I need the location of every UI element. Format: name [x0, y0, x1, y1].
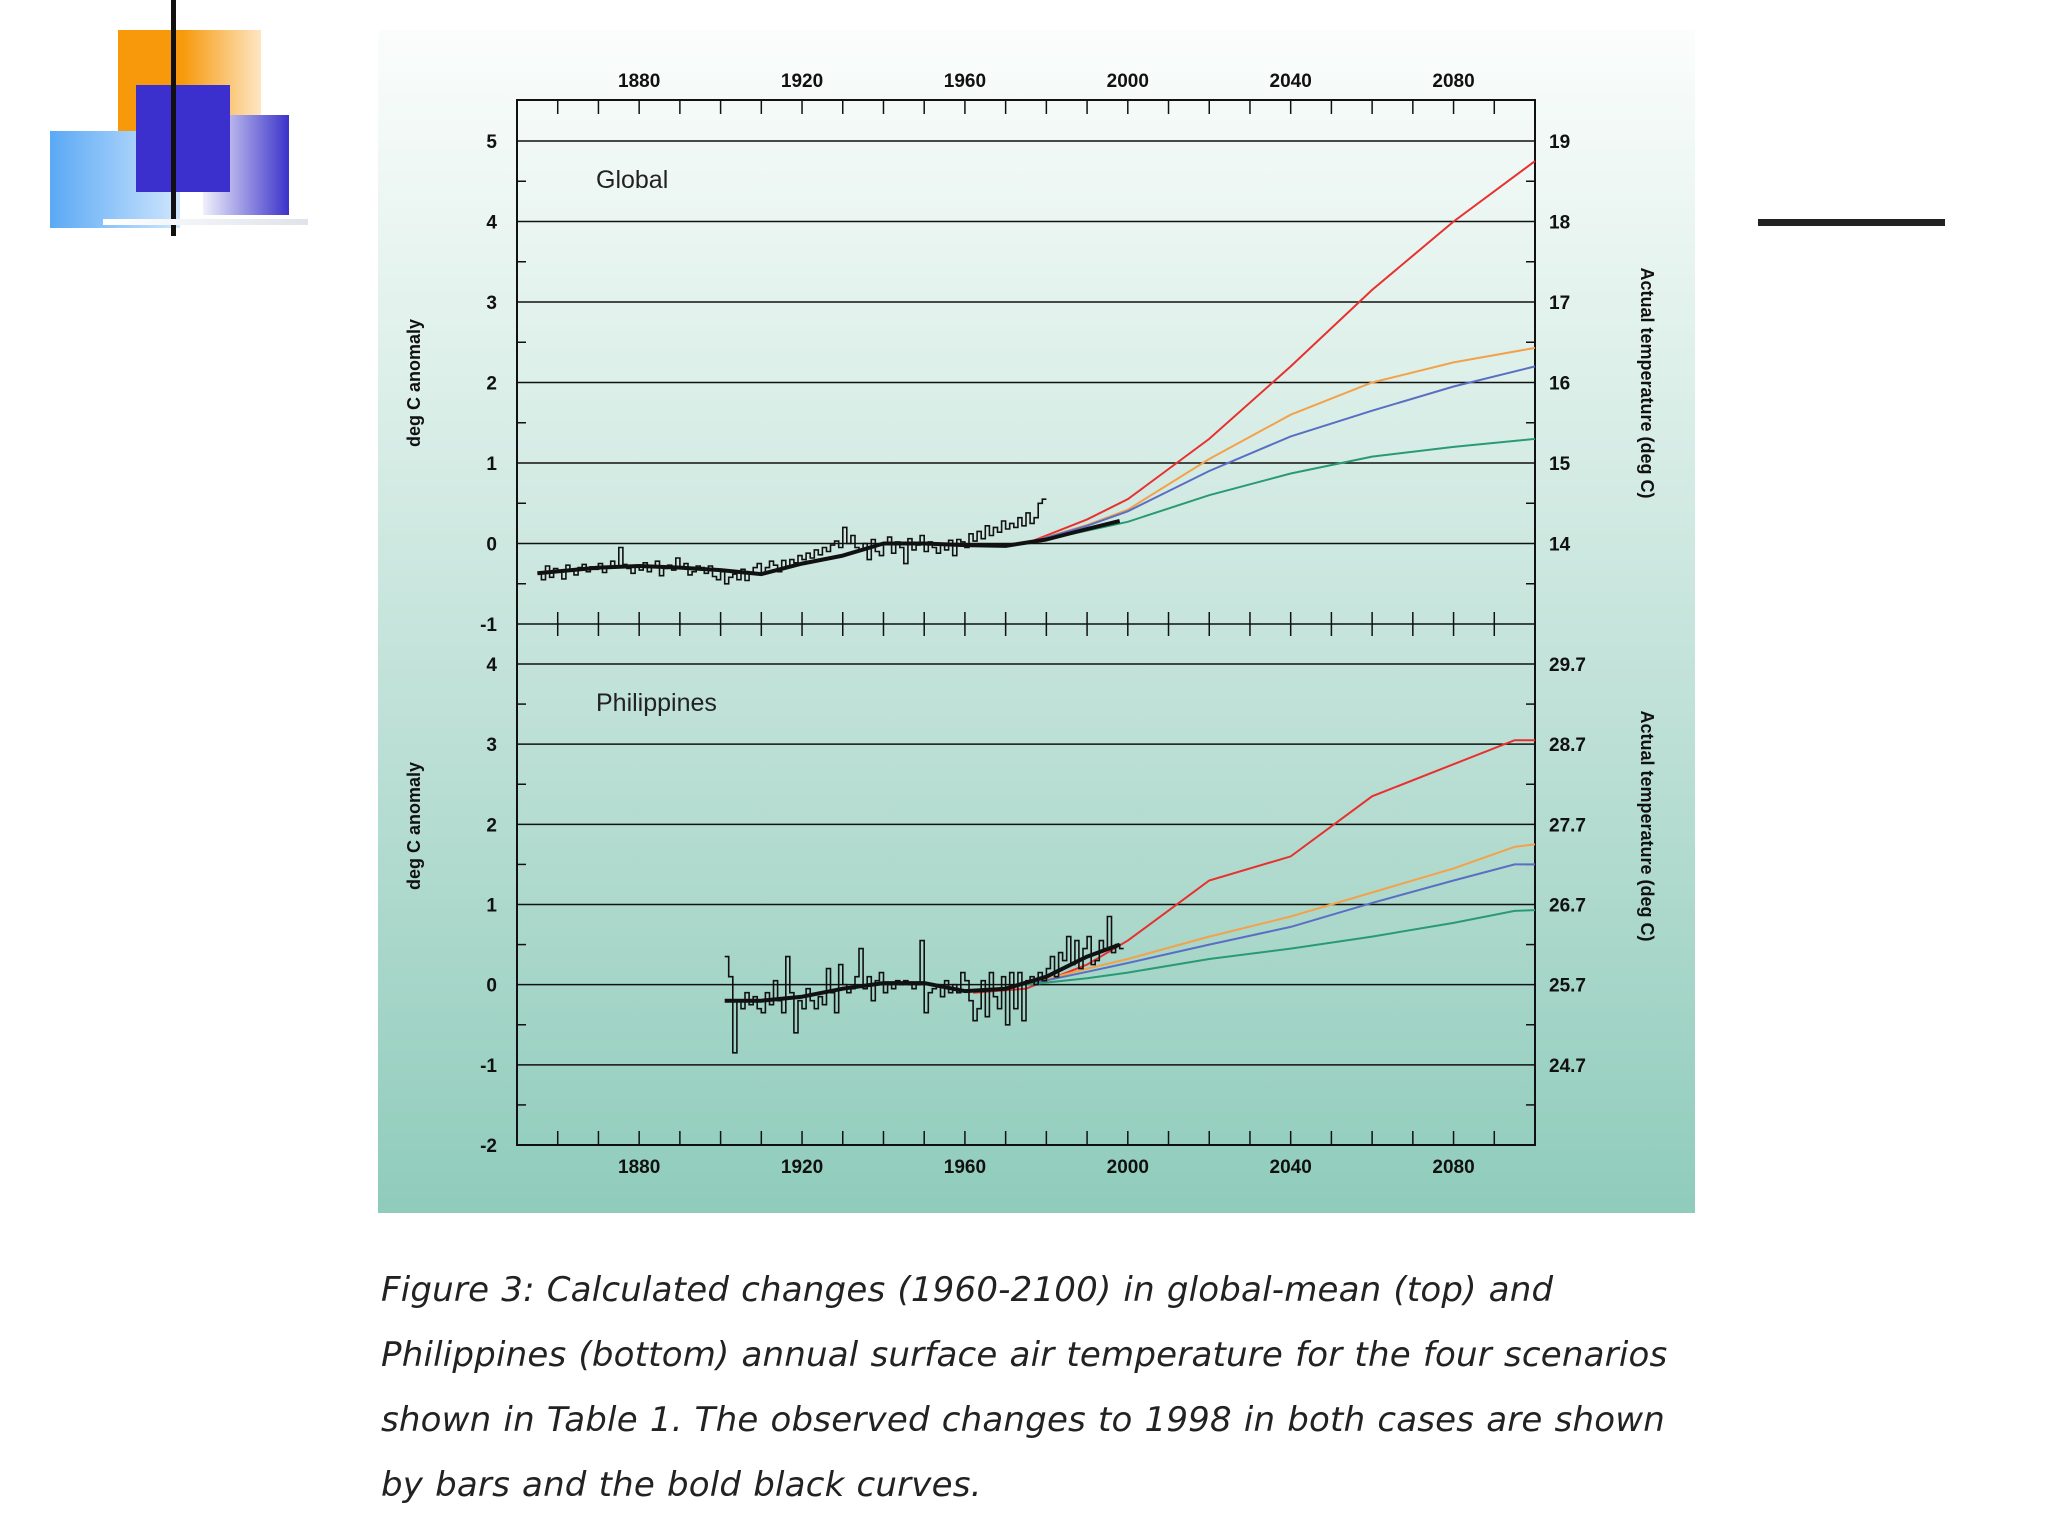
philippines-y-tick-label: 1	[486, 896, 497, 917]
deco-horizontal-rule-right	[1758, 219, 1945, 226]
x-tick-label-bottom: 1880	[618, 1157, 660, 1178]
global-y-tick-label-right: 15	[1549, 454, 1571, 475]
x-tick-label-bottom: 2000	[1107, 1157, 1149, 1178]
philippines-y-tick-label: 4	[486, 655, 497, 676]
global-y-axis-title-right: Actual temperature (deg C)	[1637, 267, 1657, 498]
philippines-y-axis-title: deg C anomaly	[404, 762, 424, 890]
philippines-series-blue	[1025, 863, 1535, 986]
global-series-blue	[1025, 365, 1536, 545]
global-series-red	[1025, 160, 1536, 545]
x-tick-label-top: 1920	[781, 71, 823, 92]
x-tick-label-top: 1960	[944, 71, 986, 92]
x-tick-label-bottom: 2040	[1270, 1157, 1312, 1178]
global-y-tick-label: 2	[486, 374, 497, 395]
global-panel-title: Global	[596, 166, 668, 194]
deco-dark-blue-square	[136, 85, 230, 192]
philippines-y-tick-label: -1	[480, 1056, 497, 1077]
x-tick-label-top: 2040	[1270, 71, 1312, 92]
philippines-panel-title: Philippines	[596, 689, 717, 717]
philippines-y-tick-label: 3	[486, 735, 497, 756]
philippines-observed-bars	[724, 915, 1124, 1054]
figure-caption: Figure 3: Calculated changes (1960-2100)…	[381, 1270, 1668, 1505]
global-y-tick-label: 1	[486, 454, 497, 475]
global-y-tick-label-right: 16	[1549, 374, 1570, 395]
global-y-tick-label: 5	[486, 132, 497, 153]
figure-panel: -1 0 1 2 3 4 5 14 15 16 17 18 19 Global deg C anomaly A…	[378, 30, 1695, 1213]
philippines-y-tick-label: 0	[486, 976, 497, 997]
x-tick-label-bottom: 1960	[944, 1157, 986, 1178]
x-tick-label-top: 2080	[1432, 71, 1474, 92]
global-series-green	[1025, 437, 1536, 545]
global-y-axis-title: deg C anomaly	[404, 319, 424, 447]
global-observed-smooth-curve	[537, 519, 1121, 577]
philippines-series-red	[973, 739, 1535, 994]
philippines-y-tick-label-right: 26.7	[1549, 896, 1586, 917]
philippines-y-tick-label-right: 28.7	[1549, 735, 1586, 756]
philippines-y-tick-label: 2	[486, 815, 497, 836]
x-tick-label-top: 1880	[618, 71, 660, 92]
global-y-tick-label: 3	[486, 293, 497, 314]
philippines-y-tick-label-right: 27.7	[1549, 815, 1586, 836]
deco-vertical-rule	[171, 0, 176, 236]
global-y-tick-label: 4	[486, 213, 497, 234]
philippines-y-tick-label-right: 25.7	[1549, 976, 1586, 997]
philippines-y-tick-label-right: 29.7	[1549, 655, 1586, 676]
philippines-series-orange	[1025, 843, 1536, 986]
deco-horizontal-rule-left	[103, 219, 308, 225]
global-y-tick-label: -1	[480, 615, 497, 636]
philippines-y-tick-label-right: 24.7	[1549, 1056, 1586, 1077]
philippines-y-axis-title-right: Actual temperature (deg C)	[1637, 710, 1657, 941]
global-y-tick-label-right: 19	[1549, 132, 1570, 153]
global-y-tick-label-right: 17	[1549, 293, 1570, 314]
global-observed-bars	[537, 498, 1047, 585]
x-tick-label-bottom: 2080	[1432, 1157, 1474, 1178]
global-y-tick-label-right: 14	[1549, 535, 1571, 556]
philippines-observed-smooth-curve	[724, 942, 1121, 1003]
x-tick-label-top: 2000	[1107, 71, 1149, 92]
global-y-tick-label-right: 18	[1549, 213, 1570, 234]
philippines-y-tick-label: -2	[480, 1136, 497, 1157]
global-y-tick-label: 0	[486, 535, 497, 556]
x-tick-label-bottom: 1920	[781, 1157, 823, 1178]
philippines-series-green	[1025, 909, 1536, 986]
